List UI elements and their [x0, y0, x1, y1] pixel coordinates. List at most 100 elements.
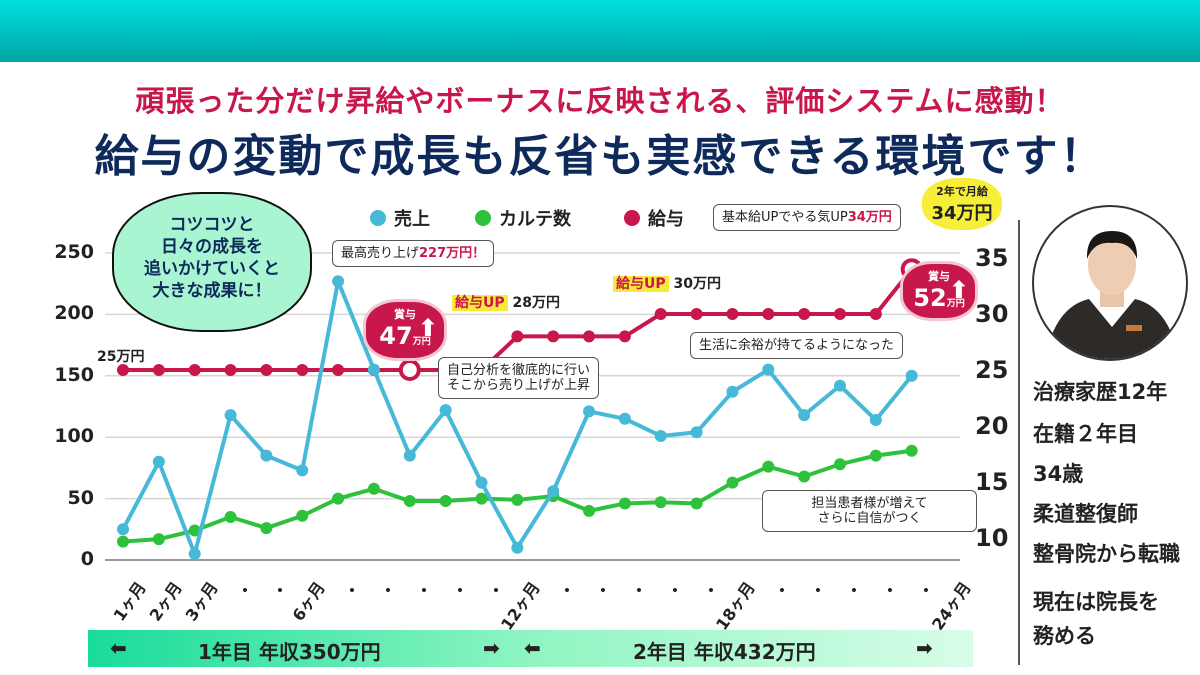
year-summary-bar: ⬅ 1年目 年収350万円 ➡ ⬅ 2年目 年収432万円 ➡ [88, 630, 973, 667]
profile-qualification: 柔道整復師 [1033, 502, 1138, 526]
bonus1-badge: 賞与 47万円 ⬆ [366, 302, 444, 358]
left-axis-tick: 0 [80, 548, 94, 570]
data-point [188, 364, 201, 376]
data-point [296, 509, 309, 522]
profile-tenure: 在籍２年目 [1033, 422, 1138, 446]
staff-photo [1032, 205, 1188, 361]
cloud-line: 大きな成果に！ [152, 281, 272, 301]
data-point [117, 523, 129, 536]
data-point [260, 449, 273, 462]
data-point [511, 493, 524, 506]
data-point [296, 464, 309, 477]
data-point [260, 364, 273, 376]
data-point [869, 308, 882, 320]
legend-label: カルテ数 [499, 209, 571, 230]
bonus-label: 賞与 [394, 308, 416, 321]
divider [1018, 220, 1020, 665]
motivation-callout: 基本給UPでやる気UP34万円 [713, 204, 901, 231]
patients-callout: 担当患者様が増えて さらに自信がつく [762, 490, 977, 532]
data-point [726, 476, 739, 489]
data-point [224, 409, 237, 422]
data-point [762, 363, 775, 376]
data-point [798, 308, 811, 320]
right-axis-tick: 25 [975, 356, 1009, 384]
data-point [224, 511, 237, 524]
data-point [188, 547, 201, 560]
data-point [188, 524, 201, 537]
person-icon [1044, 231, 1180, 359]
data-point [905, 444, 918, 457]
data-point [654, 308, 667, 320]
left-axis-tick: 200 [54, 302, 94, 325]
profile-background: 整骨院から転職 [1033, 542, 1180, 566]
salary-legend-dot [624, 210, 640, 226]
karte-legend-dot [475, 210, 491, 226]
data-point [547, 485, 560, 498]
cloud-line: 追いかけていくと [144, 259, 280, 279]
data-point [152, 533, 165, 546]
bonus-label: 賞与 [928, 270, 950, 283]
data-point [726, 385, 739, 398]
profile-role: 現在は院長を [1033, 590, 1159, 614]
bonus2-badge: 賞与 52万円 ⬆ [903, 264, 975, 318]
year1-summary: 1年目 年収350万円 [198, 640, 381, 664]
data-point [905, 369, 918, 382]
raise-value: 30万円 [673, 276, 721, 292]
data-point [654, 496, 667, 509]
analysis-callout: 自己分析を徹底的に行い そこから売り上げが上昇 [438, 357, 600, 399]
data-point [834, 308, 846, 320]
data-point [726, 308, 739, 320]
legend-label: 給与 [648, 209, 684, 230]
data-point [654, 429, 667, 442]
legend-salary: 給与 [624, 205, 684, 231]
legend-label: 売上 [394, 209, 430, 230]
data-point [511, 541, 524, 554]
raise-value: 28万円 [512, 295, 560, 311]
callout-value: 227万円！ [419, 246, 486, 261]
data-point [762, 460, 775, 473]
data-point [690, 497, 703, 510]
cloud-line: 2年で月給 [936, 185, 988, 198]
raise-tag: 給与UP [613, 276, 669, 292]
data-point [117, 364, 129, 376]
year2-summary: 2年目 年収432万円 [633, 640, 816, 664]
life-callout: 生活に余裕が持てるようになった [690, 332, 904, 359]
bonus-unit: 万円 [946, 299, 965, 309]
callout-line: 自己分析を徹底的に行い [447, 363, 591, 378]
data-point [152, 455, 165, 468]
data-point [798, 470, 811, 483]
raise1-label: 給与UP 28万円 [452, 292, 560, 312]
arrow-right-icon: ➡ [916, 636, 933, 660]
data-point [403, 449, 416, 462]
main-headline: 給与の変動で成長も反省も実感できる環境です！ [94, 131, 1106, 182]
legend-karte: カルテ数 [475, 205, 571, 231]
right-axis-tick: 35 [975, 244, 1009, 272]
data-point [690, 426, 703, 439]
arrow-left-icon: ⬅ [524, 636, 541, 660]
callout-text: 生活に余裕が持てるようになった [699, 338, 895, 353]
sub-headline: 頑張った分だけ昇給やボーナスに反映される、評価システムに感動！ [135, 84, 1065, 118]
left-axis-tick: 250 [54, 241, 94, 263]
bonus-value: 47 [379, 322, 413, 350]
data-point [583, 405, 596, 418]
data-point [583, 330, 596, 343]
bonus-unit: 万円 [412, 337, 431, 347]
left-axis-tick: 50 [67, 486, 94, 509]
data-point [475, 492, 488, 505]
callout-value: 34万円 [847, 210, 892, 225]
right-axis-tick: 20 [975, 412, 1009, 440]
cloud-line: 日々の成長を [161, 237, 263, 257]
data-point [224, 364, 237, 376]
data-point [332, 492, 345, 505]
raise2-label: 給与UP 30万円 [613, 273, 721, 293]
bonus-marker [398, 359, 421, 381]
data-point [618, 497, 631, 510]
left-axis-tick: 150 [54, 363, 94, 386]
data-point [332, 364, 345, 376]
data-point [834, 458, 846, 471]
left-axis-tick: 100 [54, 425, 94, 448]
data-point [798, 409, 811, 422]
data-point [117, 535, 129, 548]
data-point [439, 495, 452, 508]
legend-sales: 売上 [370, 205, 430, 231]
